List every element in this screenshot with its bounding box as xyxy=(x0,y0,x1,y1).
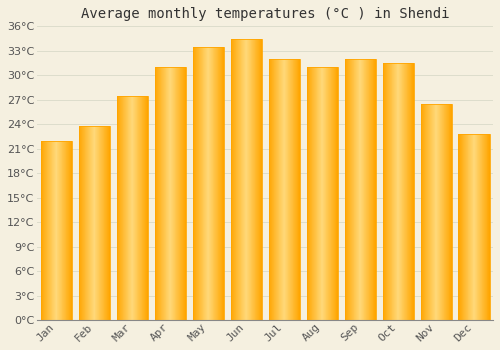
Bar xyxy=(458,134,490,320)
Title: Average monthly temperatures (°C ) in Shendi: Average monthly temperatures (°C ) in Sh… xyxy=(81,7,450,21)
Bar xyxy=(268,59,300,320)
Bar xyxy=(344,59,376,320)
Bar xyxy=(382,63,414,320)
Bar xyxy=(230,38,262,320)
Bar xyxy=(116,96,148,320)
Bar xyxy=(78,126,110,320)
Bar xyxy=(40,141,72,320)
Bar xyxy=(154,67,186,320)
Bar xyxy=(306,67,338,320)
Bar xyxy=(420,104,452,320)
Bar xyxy=(192,47,224,320)
